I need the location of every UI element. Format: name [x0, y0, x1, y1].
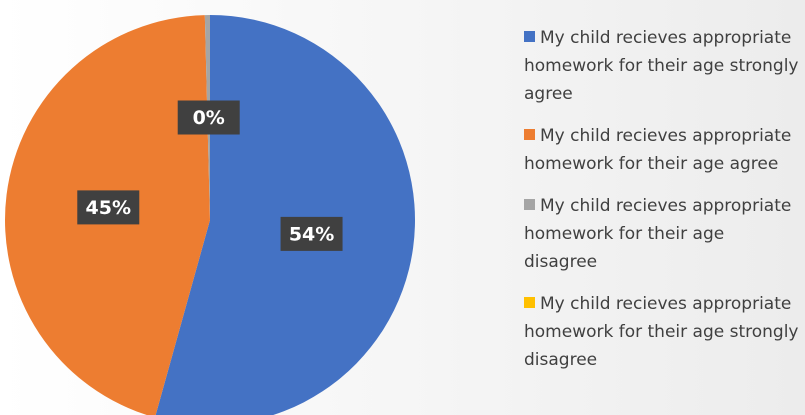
data-label-box: [77, 190, 140, 225]
legend-swatch: [524, 199, 535, 210]
legend-label: My child recieves appropriate homework f…: [524, 294, 799, 370]
legend-label: My child recieves appropriate homework f…: [524, 28, 799, 104]
legend-label: My child recieves appropriate homework f…: [524, 196, 792, 272]
legend: My child recieves appropriate homework f…: [524, 24, 799, 388]
data-label-box: [280, 216, 343, 251]
legend-entry: My child recieves appropriate homework f…: [524, 24, 799, 108]
legend-swatch: [524, 297, 535, 308]
legend-entry: My child recieves appropriate homework f…: [524, 192, 799, 276]
legend-swatch: [524, 129, 535, 140]
legend-swatch: [524, 31, 535, 42]
data-label: 45%: [86, 197, 131, 219]
legend-entry: My child recieves appropriate homework f…: [524, 290, 799, 374]
legend-entry: My child recieves appropriate homework f…: [524, 122, 799, 178]
legend-label: My child recieves appropriate homework f…: [524, 126, 792, 174]
data-label: 0%: [193, 107, 225, 129]
data-label: 54%: [289, 223, 334, 245]
data-label-box: [177, 100, 240, 135]
